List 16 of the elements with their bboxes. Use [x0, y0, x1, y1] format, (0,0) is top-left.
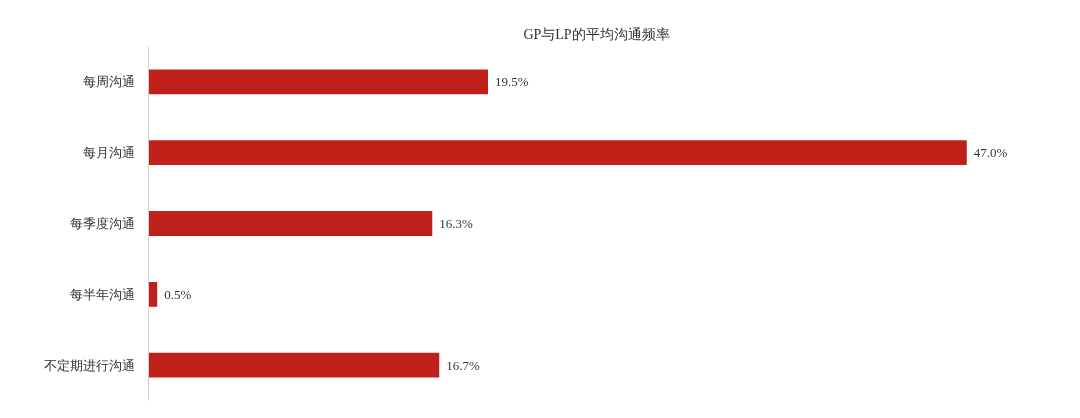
data-label: 16.7%	[446, 357, 480, 373]
bar	[148, 211, 433, 236]
bar	[148, 69, 488, 95]
y-tick-label: 每半年沟通	[69, 286, 135, 302]
y-tick-label: 不定期进行沟通	[43, 357, 135, 373]
y-tick-label: 每周沟通	[82, 74, 135, 90]
data-label: 19.5%	[494, 74, 529, 90]
chart-title: GP与LP的平均沟通频率	[523, 26, 670, 42]
bar	[148, 140, 967, 166]
bar	[148, 352, 440, 378]
bar	[148, 281, 158, 307]
data-label: 0.5%	[164, 286, 192, 302]
data-label: 16.3%	[439, 216, 474, 231]
y-tick-label: 每月沟通	[82, 145, 135, 161]
data-label: 47.0%	[973, 145, 1008, 161]
y-tick-label: 每季度沟通	[69, 216, 135, 231]
